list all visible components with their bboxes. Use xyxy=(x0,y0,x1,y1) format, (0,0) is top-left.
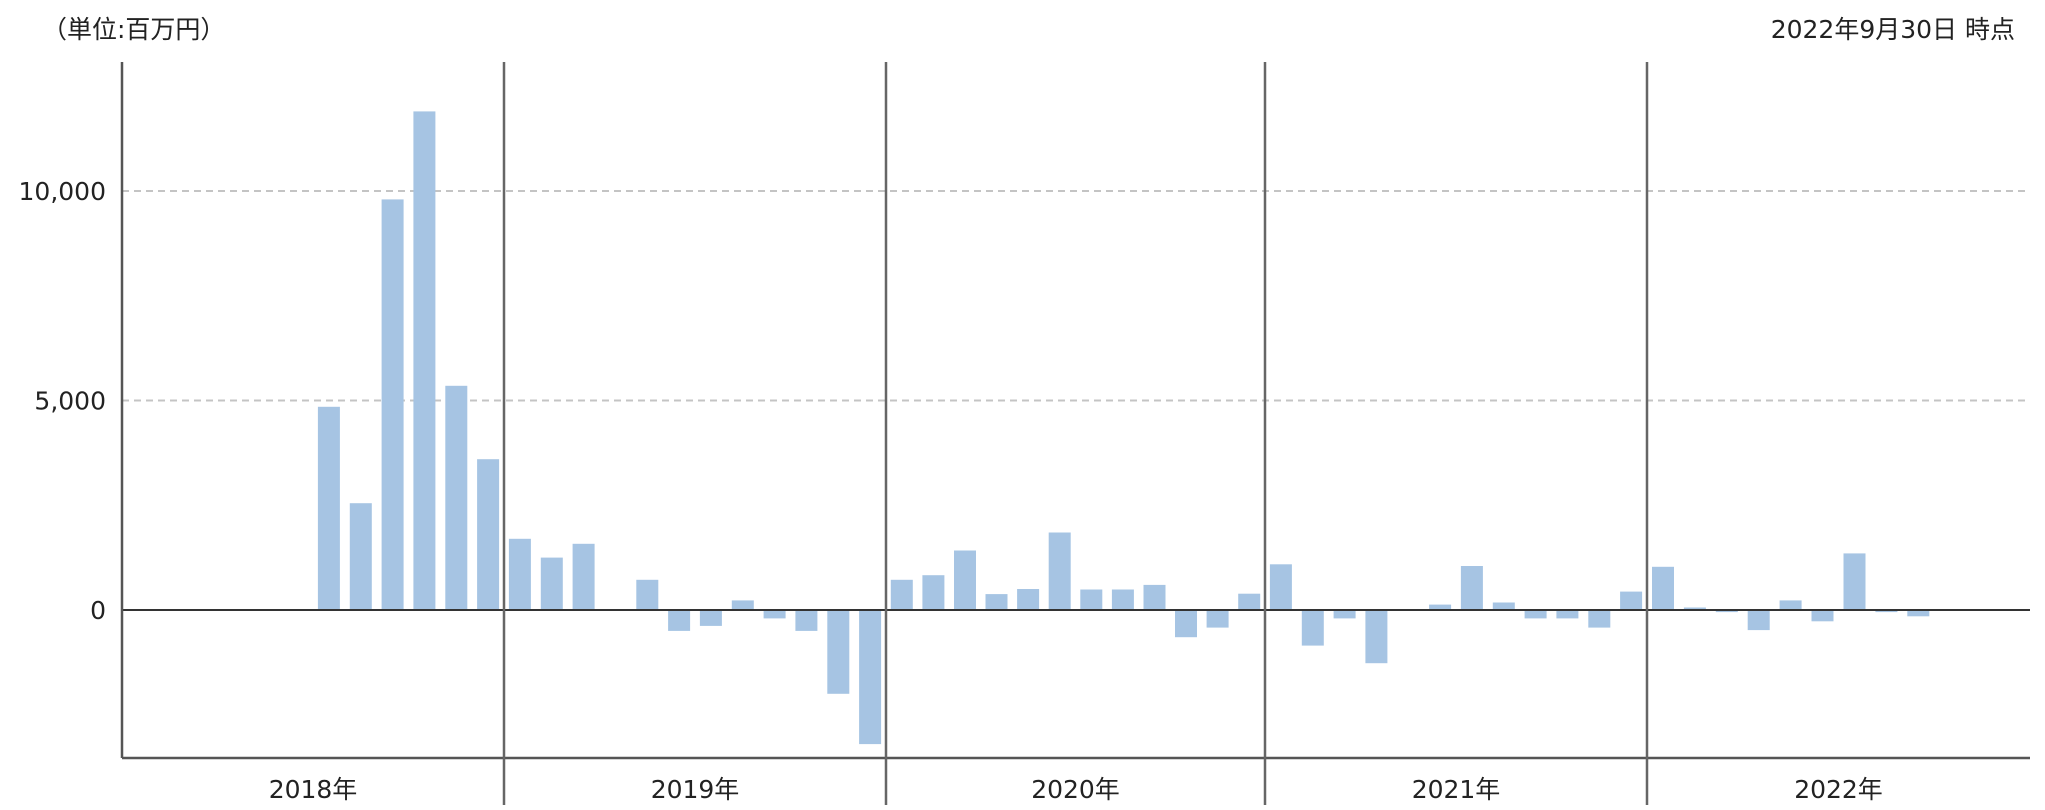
bar xyxy=(1779,600,1802,610)
bar xyxy=(922,575,945,610)
grid-layer xyxy=(122,190,2030,402)
bar xyxy=(1080,589,1103,610)
bar xyxy=(1017,589,1040,610)
bar xyxy=(763,610,786,619)
bar xyxy=(699,610,722,626)
bar xyxy=(731,600,754,610)
bar xyxy=(317,406,340,610)
bar xyxy=(1365,610,1388,664)
bar xyxy=(1620,591,1643,610)
bar xyxy=(1175,610,1197,638)
x-year-label: 2022年 xyxy=(1794,775,1883,804)
bar xyxy=(1524,610,1547,619)
y-tick-label: 0 xyxy=(90,596,106,625)
bar xyxy=(795,610,818,631)
axis-layer xyxy=(120,62,2030,805)
bar xyxy=(859,610,882,745)
bar xyxy=(1429,604,1452,610)
bar xyxy=(1652,566,1674,610)
bar xyxy=(508,538,531,610)
bar xyxy=(827,610,850,694)
bar xyxy=(349,503,372,610)
bar xyxy=(1875,610,1898,613)
bar xyxy=(636,579,659,610)
as-of-date-label: 2022年9月30日 時点 xyxy=(1770,15,2015,44)
bar xyxy=(1460,566,1483,610)
bar xyxy=(413,111,436,611)
bar xyxy=(954,550,976,610)
bar xyxy=(1048,532,1071,610)
unit-label: （単位:百万円） xyxy=(42,15,226,44)
bar xyxy=(1143,584,1166,610)
x-year-label: 2020年 xyxy=(1031,775,1120,804)
y-tick-label: 10,000 xyxy=(19,177,106,206)
bar xyxy=(1269,564,1292,610)
x-year-label: 2021年 xyxy=(1412,775,1501,804)
bar xyxy=(1715,610,1738,613)
bar xyxy=(668,610,691,631)
bar xyxy=(1301,610,1324,646)
bar xyxy=(1111,589,1134,610)
x-year-label: 2019年 xyxy=(651,775,740,804)
bar xyxy=(1333,610,1356,619)
label-layer: 0 5,000 10,000 2018年 2019年 2020年 2021年 2022年 xyxy=(19,177,1883,804)
y-tick-label: 5,000 xyxy=(34,387,106,416)
bar xyxy=(1238,593,1261,610)
x-year-label: 2018年 xyxy=(269,775,358,804)
bar xyxy=(1556,610,1579,619)
bar xyxy=(1206,610,1229,628)
bar xyxy=(890,579,913,610)
bar xyxy=(1747,610,1770,631)
bar xyxy=(445,385,468,610)
bar xyxy=(381,199,404,610)
bar xyxy=(477,459,500,610)
bar xyxy=(1683,607,1706,610)
bar xyxy=(1588,610,1611,628)
bar xyxy=(540,557,563,610)
bar xyxy=(572,543,595,610)
bar-layer xyxy=(317,111,1930,745)
bar xyxy=(985,594,1008,610)
bar xyxy=(1492,602,1515,610)
bar xyxy=(1907,610,1930,617)
bar xyxy=(1811,610,1834,622)
bar xyxy=(1843,553,1866,610)
